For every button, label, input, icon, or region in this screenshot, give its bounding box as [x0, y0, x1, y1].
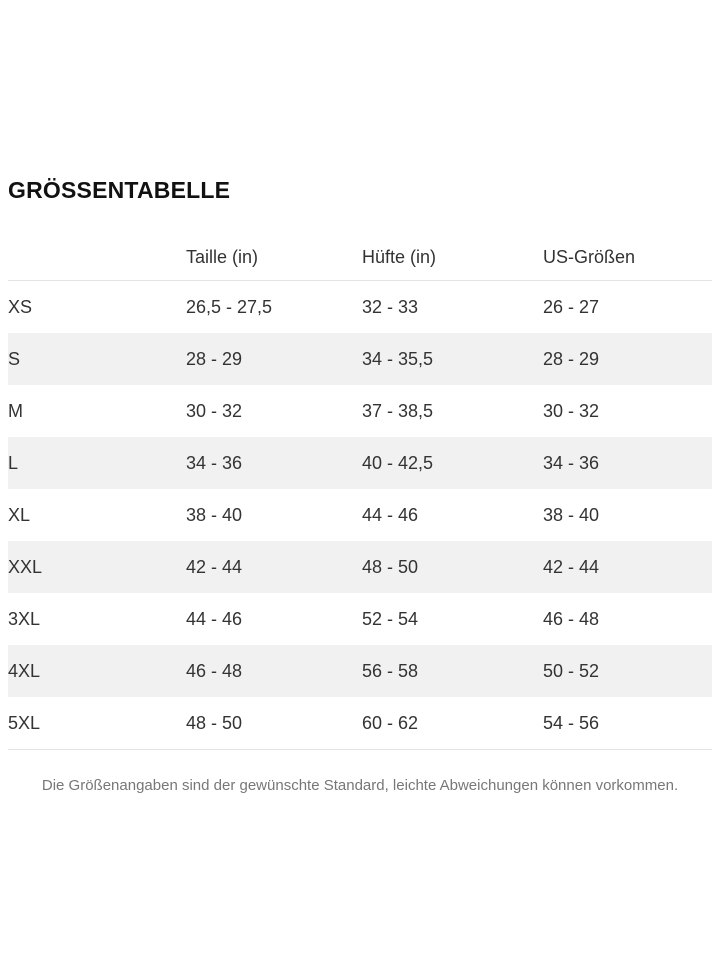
header-row: Taille (in) Hüfte (in) US-Größen [8, 214, 712, 281]
us-cell: 50 - 52 [543, 660, 600, 681]
taille-cell: 48 - 50 [186, 697, 362, 750]
huefte-cell: 56 - 58 [362, 660, 419, 681]
us-cell: 34 - 36 [543, 452, 600, 473]
header-us-groessen: US-Größen [543, 214, 712, 281]
size-table-header: Taille (in) Hüfte (in) US-Größen [8, 214, 712, 281]
size-cell: M [8, 400, 23, 421]
header-huefte: Hüfte (in) [362, 214, 543, 281]
huefte-cell: 44 - 46 [362, 504, 419, 525]
size-cell: XXL [8, 556, 43, 577]
huefte-cell: 32 - 33 [362, 296, 419, 317]
huefte-cell: 48 - 50 [362, 556, 419, 577]
taille-cell: 46 - 48 [186, 660, 243, 681]
us-cell: 38 - 40 [543, 504, 600, 525]
size-cell: L [8, 452, 19, 473]
taille-cell: 38 - 40 [186, 504, 243, 525]
us-cell: 26 - 27 [543, 296, 600, 317]
us-cell: 42 - 44 [543, 556, 600, 577]
table-row: M 30 - 32 37 - 38,5 30 - 32 [8, 385, 712, 437]
huefte-cell: 34 - 35,5 [362, 348, 434, 369]
huefte-cell: 52 - 54 [362, 608, 419, 629]
table-row: L 34 - 36 40 - 42,5 34 - 36 [8, 437, 712, 489]
size-table: Taille (in) Hüfte (in) US-Größen XS 26,5… [8, 214, 712, 750]
size-cell: XL [8, 504, 31, 525]
huefte-cell: 37 - 38,5 [362, 400, 434, 421]
huefte-cell: 40 - 42,5 [362, 452, 434, 473]
us-cell: 46 - 48 [543, 608, 600, 629]
size-cell: XS [8, 296, 33, 317]
size-cell: 3XL [8, 608, 41, 629]
us-cell: 54 - 56 [543, 697, 712, 750]
table-row: S 28 - 29 34 - 35,5 28 - 29 [8, 333, 712, 385]
table-row: XS 26,5 - 27,5 32 - 33 26 - 27 [8, 281, 712, 334]
table-row: 4XL 46 - 48 56 - 58 50 - 52 [8, 645, 712, 697]
size-table-body: XS 26,5 - 27,5 32 - 33 26 - 27 S 28 - 29… [8, 281, 712, 750]
taille-cell: 34 - 36 [186, 452, 243, 473]
us-cell: 28 - 29 [543, 348, 600, 369]
taille-cell: 30 - 32 [186, 400, 243, 421]
page-title: GRÖSSENTABELLE [8, 177, 231, 203]
size-cell: 4XL [8, 660, 41, 681]
size-disclaimer: Die Größenangaben sind der gewünschte St… [41, 777, 679, 794]
huefte-cell: 60 - 62 [362, 697, 543, 750]
size-cell: S [8, 348, 21, 369]
taille-cell: 26,5 - 27,5 [186, 296, 273, 317]
table-row: XXL 42 - 44 48 - 50 42 - 44 [8, 541, 712, 593]
size-chart-section: GRÖSSENTABELLE Taille (in) Hüfte (in) US… [8, 177, 712, 794]
header-taille: Taille (in) [186, 214, 362, 281]
header-size [8, 214, 186, 281]
taille-cell: 42 - 44 [186, 556, 243, 577]
size-cell: 5XL [8, 697, 186, 750]
taille-cell: 44 - 46 [186, 608, 243, 629]
table-row: 5XL 48 - 50 60 - 62 54 - 56 [8, 697, 712, 750]
us-cell: 30 - 32 [543, 400, 600, 421]
table-row: XL 38 - 40 44 - 46 38 - 40 [8, 489, 712, 541]
table-row: 3XL 44 - 46 52 - 54 46 - 48 [8, 593, 712, 645]
taille-cell: 28 - 29 [186, 348, 243, 369]
